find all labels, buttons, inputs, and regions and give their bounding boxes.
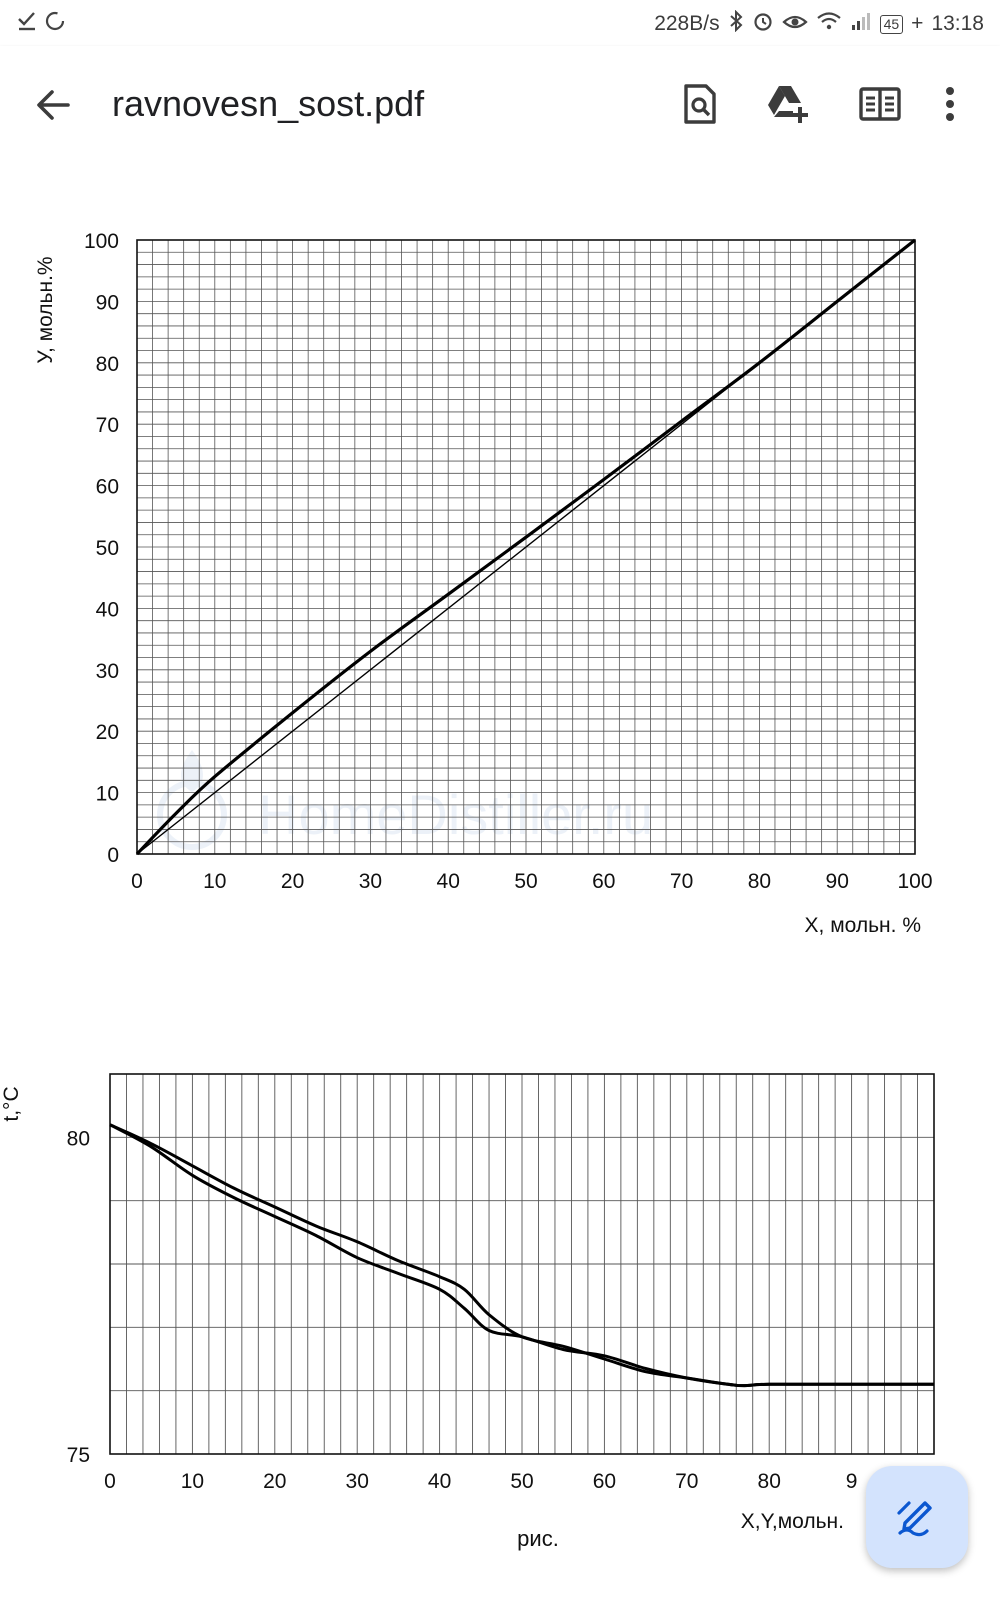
bluetooth-icon <box>728 9 744 38</box>
y-tick-label: 100 <box>84 230 119 253</box>
y-axis-label: t,°C <box>0 1086 23 1121</box>
alarm-icon <box>752 10 774 38</box>
clock: 13:18 <box>931 12 984 35</box>
x-tick-label: 30 <box>359 870 382 893</box>
y-tick-label: 70 <box>96 414 119 437</box>
y-tick-label: 10 <box>96 783 119 806</box>
battery-icon: 45 <box>879 14 904 34</box>
x-tick-label: 20 <box>263 1470 286 1493</box>
x-tick-label: 10 <box>181 1470 204 1493</box>
x-tick-label: 70 <box>675 1470 698 1493</box>
x-tick-label: 0 <box>131 870 143 893</box>
x-tick-label: 40 <box>428 1470 451 1493</box>
series-line-curve-2 <box>109 1123 934 1388</box>
reader-mode-icon[interactable] <box>854 78 906 130</box>
document-title: ravnovesn_sost.pdf <box>112 83 425 124</box>
pdf-page[interactable]: HomeDistiller.ru 0 10 20 30 40 50 60 70 80 90 100 0… <box>0 164 1000 1600</box>
x-tick-label: 30 <box>346 1470 369 1493</box>
x-tick-label: 50 <box>514 870 537 893</box>
y-tick-label: 80 <box>96 353 119 376</box>
eye-icon <box>781 10 808 38</box>
plot-frame <box>136 239 916 855</box>
x-tick-label: 90 <box>826 870 849 893</box>
check-icon <box>16 10 38 38</box>
x-tick-label: 60 <box>593 1470 616 1493</box>
signal-icon <box>850 10 872 38</box>
x-tick-label: 80 <box>758 1470 781 1493</box>
annotate-fab[interactable] <box>866 1466 968 1568</box>
y-tick-label: 90 <box>96 291 119 314</box>
y-tick-label: 60 <box>96 476 119 499</box>
watermark: HomeDistiller.ru <box>157 750 653 850</box>
y-tick-label: 75 <box>67 1444 90 1467</box>
more-vert-icon[interactable] <box>930 78 970 130</box>
temperature-chart: 0 10 20 30 40 50 60 70 80 9 75 80 X,Y,мольн. t,°C <box>0 1073 935 1533</box>
x-tick-label: 9 <box>846 1470 858 1493</box>
y-tick-label: 20 <box>96 721 119 744</box>
search-document-icon[interactable] <box>674 78 726 130</box>
x-tick-label: 50 <box>510 1470 533 1493</box>
x-tick-label: 40 <box>437 870 460 893</box>
x-axis-label: X, мольн. % <box>805 914 921 937</box>
status-right: 228B/s 45 + 13:18 <box>654 9 984 38</box>
x-axis-label: X,Y,мольн. <box>741 1510 844 1533</box>
x-tick-label: 70 <box>670 870 693 893</box>
status-left <box>16 10 66 38</box>
wifi-icon <box>816 10 842 38</box>
x-tick-label: 80 <box>748 870 771 893</box>
series-line-diagonal <box>136 239 916 855</box>
pdf-page-canvas: HomeDistiller.ru 0 10 20 30 40 50 60 70 80 90 1000… <box>0 230 935 1551</box>
drive-add-icon[interactable] <box>762 78 814 130</box>
back-arrow-icon[interactable] <box>28 80 78 130</box>
x-tick-label: 60 <box>592 870 615 893</box>
y-axis-label: У, мольн.% <box>34 256 57 363</box>
y-tick-label: 80 <box>67 1127 90 1150</box>
y-tick-label: 50 <box>96 537 119 560</box>
app-bar: ravnovesn_sost.pdf <box>0 46 1000 164</box>
x-tick-label: 0 <box>104 1470 116 1493</box>
status-bar: 228B/s 45 + 13:18 <box>0 0 1000 46</box>
x-tick-label: 100 <box>897 870 932 893</box>
equilibrium-chart: 0 10 20 30 40 50 60 70 80 90 100 0 10 20 30 40 50 60 70 80 9… <box>34 230 933 937</box>
y-tick-label: 40 <box>96 598 119 621</box>
x-tick-label: 10 <box>203 870 226 893</box>
net-speed: 228B/s <box>654 12 720 35</box>
y-tick-label: 0 <box>107 844 119 867</box>
plot-frame <box>109 1073 935 1455</box>
figure-caption: рис. <box>517 1526 559 1551</box>
charging-icon: + <box>911 12 924 35</box>
y-tick-label: 30 <box>96 660 119 683</box>
sync-icon <box>44 10 66 38</box>
edit-pen-icon <box>893 1491 941 1544</box>
x-tick-label: 20 <box>281 870 304 893</box>
